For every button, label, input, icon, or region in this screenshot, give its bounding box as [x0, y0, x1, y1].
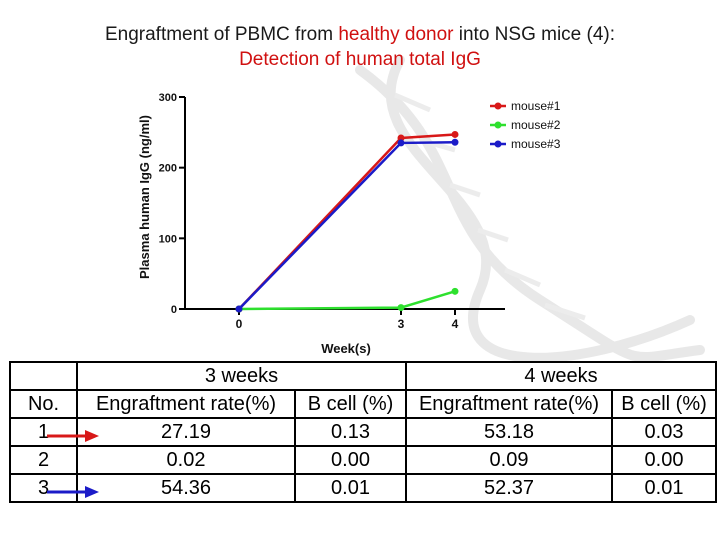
- table-column-header-row: No. Engraftment rate(%) B cell (%) Engra…: [9, 389, 717, 419]
- table-cell: 52.37: [405, 473, 613, 503]
- title-line-1-suffix: into NSG mice (4):: [453, 24, 616, 45]
- y-tick-label: 300: [159, 92, 177, 104]
- title-line-1-prefix: Engraftment of PBMC from: [104, 24, 339, 45]
- table-cell: 53.18: [405, 417, 613, 447]
- row-number: 1: [37, 421, 50, 443]
- table-cell: 0.00: [294, 445, 407, 475]
- x-tick-label: 0: [236, 317, 243, 331]
- table-cell: 54.36: [76, 473, 296, 503]
- title-line-2: Detection of human total IgG: [239, 49, 481, 70]
- column-header-no: No.: [9, 389, 78, 419]
- data-point-mouse2: [397, 304, 405, 312]
- data-point-mouse3: [451, 138, 459, 146]
- legend-swatch-marker: [494, 140, 502, 148]
- data-point-mouse1: [397, 134, 405, 142]
- table-row: 2 0.02 0.00 0.09 0.00: [9, 445, 717, 475]
- x-tick-label: 3: [398, 317, 405, 331]
- data-point-mouse3: [397, 139, 405, 147]
- table-cell: 0.01: [294, 473, 407, 503]
- table-cell: 0.13: [294, 417, 407, 447]
- y-axis-label: Plasma human IgG (ng/ml): [137, 115, 152, 279]
- table-row: 1 27.19 0.13 53.18 0.03: [9, 417, 717, 447]
- series-line-mouse1: [238, 133, 456, 310]
- table-row: 3 54.36 0.01 52.37 0.01: [9, 473, 717, 503]
- y-tick-label: 0: [171, 304, 177, 316]
- column-header-bcell-3w: B cell (%): [294, 389, 407, 419]
- row-number-cell: 3: [9, 473, 99, 503]
- row-number: 2: [37, 449, 50, 471]
- x-tick-label: 4: [452, 317, 459, 331]
- data-point-mouse3: [235, 305, 243, 313]
- column-header-engraftment-4w: Engraftment rate(%): [405, 389, 613, 419]
- table-cell: 0.02: [76, 445, 296, 475]
- column-header-bcell-4w: B cell (%): [611, 389, 717, 419]
- y-tick-label: 100: [159, 233, 177, 245]
- title-highlight-healthy-donor: healthy donor: [338, 24, 454, 45]
- legend-label: mouse#1: [511, 99, 561, 113]
- table-cell: 0.01: [611, 473, 717, 503]
- row-number: 3: [37, 477, 50, 499]
- table-cell: 0.09: [405, 445, 613, 475]
- slide-title: Engraftment of PBMC from healthy donor i…: [0, 22, 720, 72]
- data-point-mouse2: [451, 287, 459, 295]
- series-line-mouse2: [238, 290, 456, 311]
- y-tick-label: 200: [159, 163, 177, 175]
- engraftment-table: 3 weeks 4 weeks No. Engraftment rate(%) …: [9, 361, 717, 503]
- legend-swatch-marker: [494, 121, 502, 129]
- column-header-engraftment-3w: Engraftment rate(%): [76, 389, 296, 419]
- title-line-1: Engraftment of PBMC from healthy donor i…: [0, 22, 720, 47]
- series-line-mouse3: [238, 140, 456, 310]
- table-corner-cell: [9, 361, 78, 391]
- group-header-3-weeks: 3 weeks: [76, 361, 407, 391]
- igg-line-chart: 0 100 200 300 0 3 4 Week(s) Plasma human IgG (ng…: [137, 92, 561, 356]
- legend-label: mouse#3: [511, 137, 561, 151]
- table-group-header-row: 3 weeks 4 weeks: [9, 361, 717, 391]
- legend-swatch-marker: [494, 102, 502, 110]
- table-cell: 0.03: [611, 417, 717, 447]
- data-point-mouse1: [451, 130, 459, 138]
- table-cell: 27.19: [76, 417, 296, 447]
- group-header-4-weeks: 4 weeks: [405, 361, 717, 391]
- row-number-cell: 1: [9, 417, 99, 447]
- table-cell: 0.00: [611, 445, 717, 475]
- x-axis-label: Week(s): [321, 341, 371, 356]
- legend-label: mouse#2: [511, 118, 561, 132]
- row-number-cell: 2: [9, 445, 78, 475]
